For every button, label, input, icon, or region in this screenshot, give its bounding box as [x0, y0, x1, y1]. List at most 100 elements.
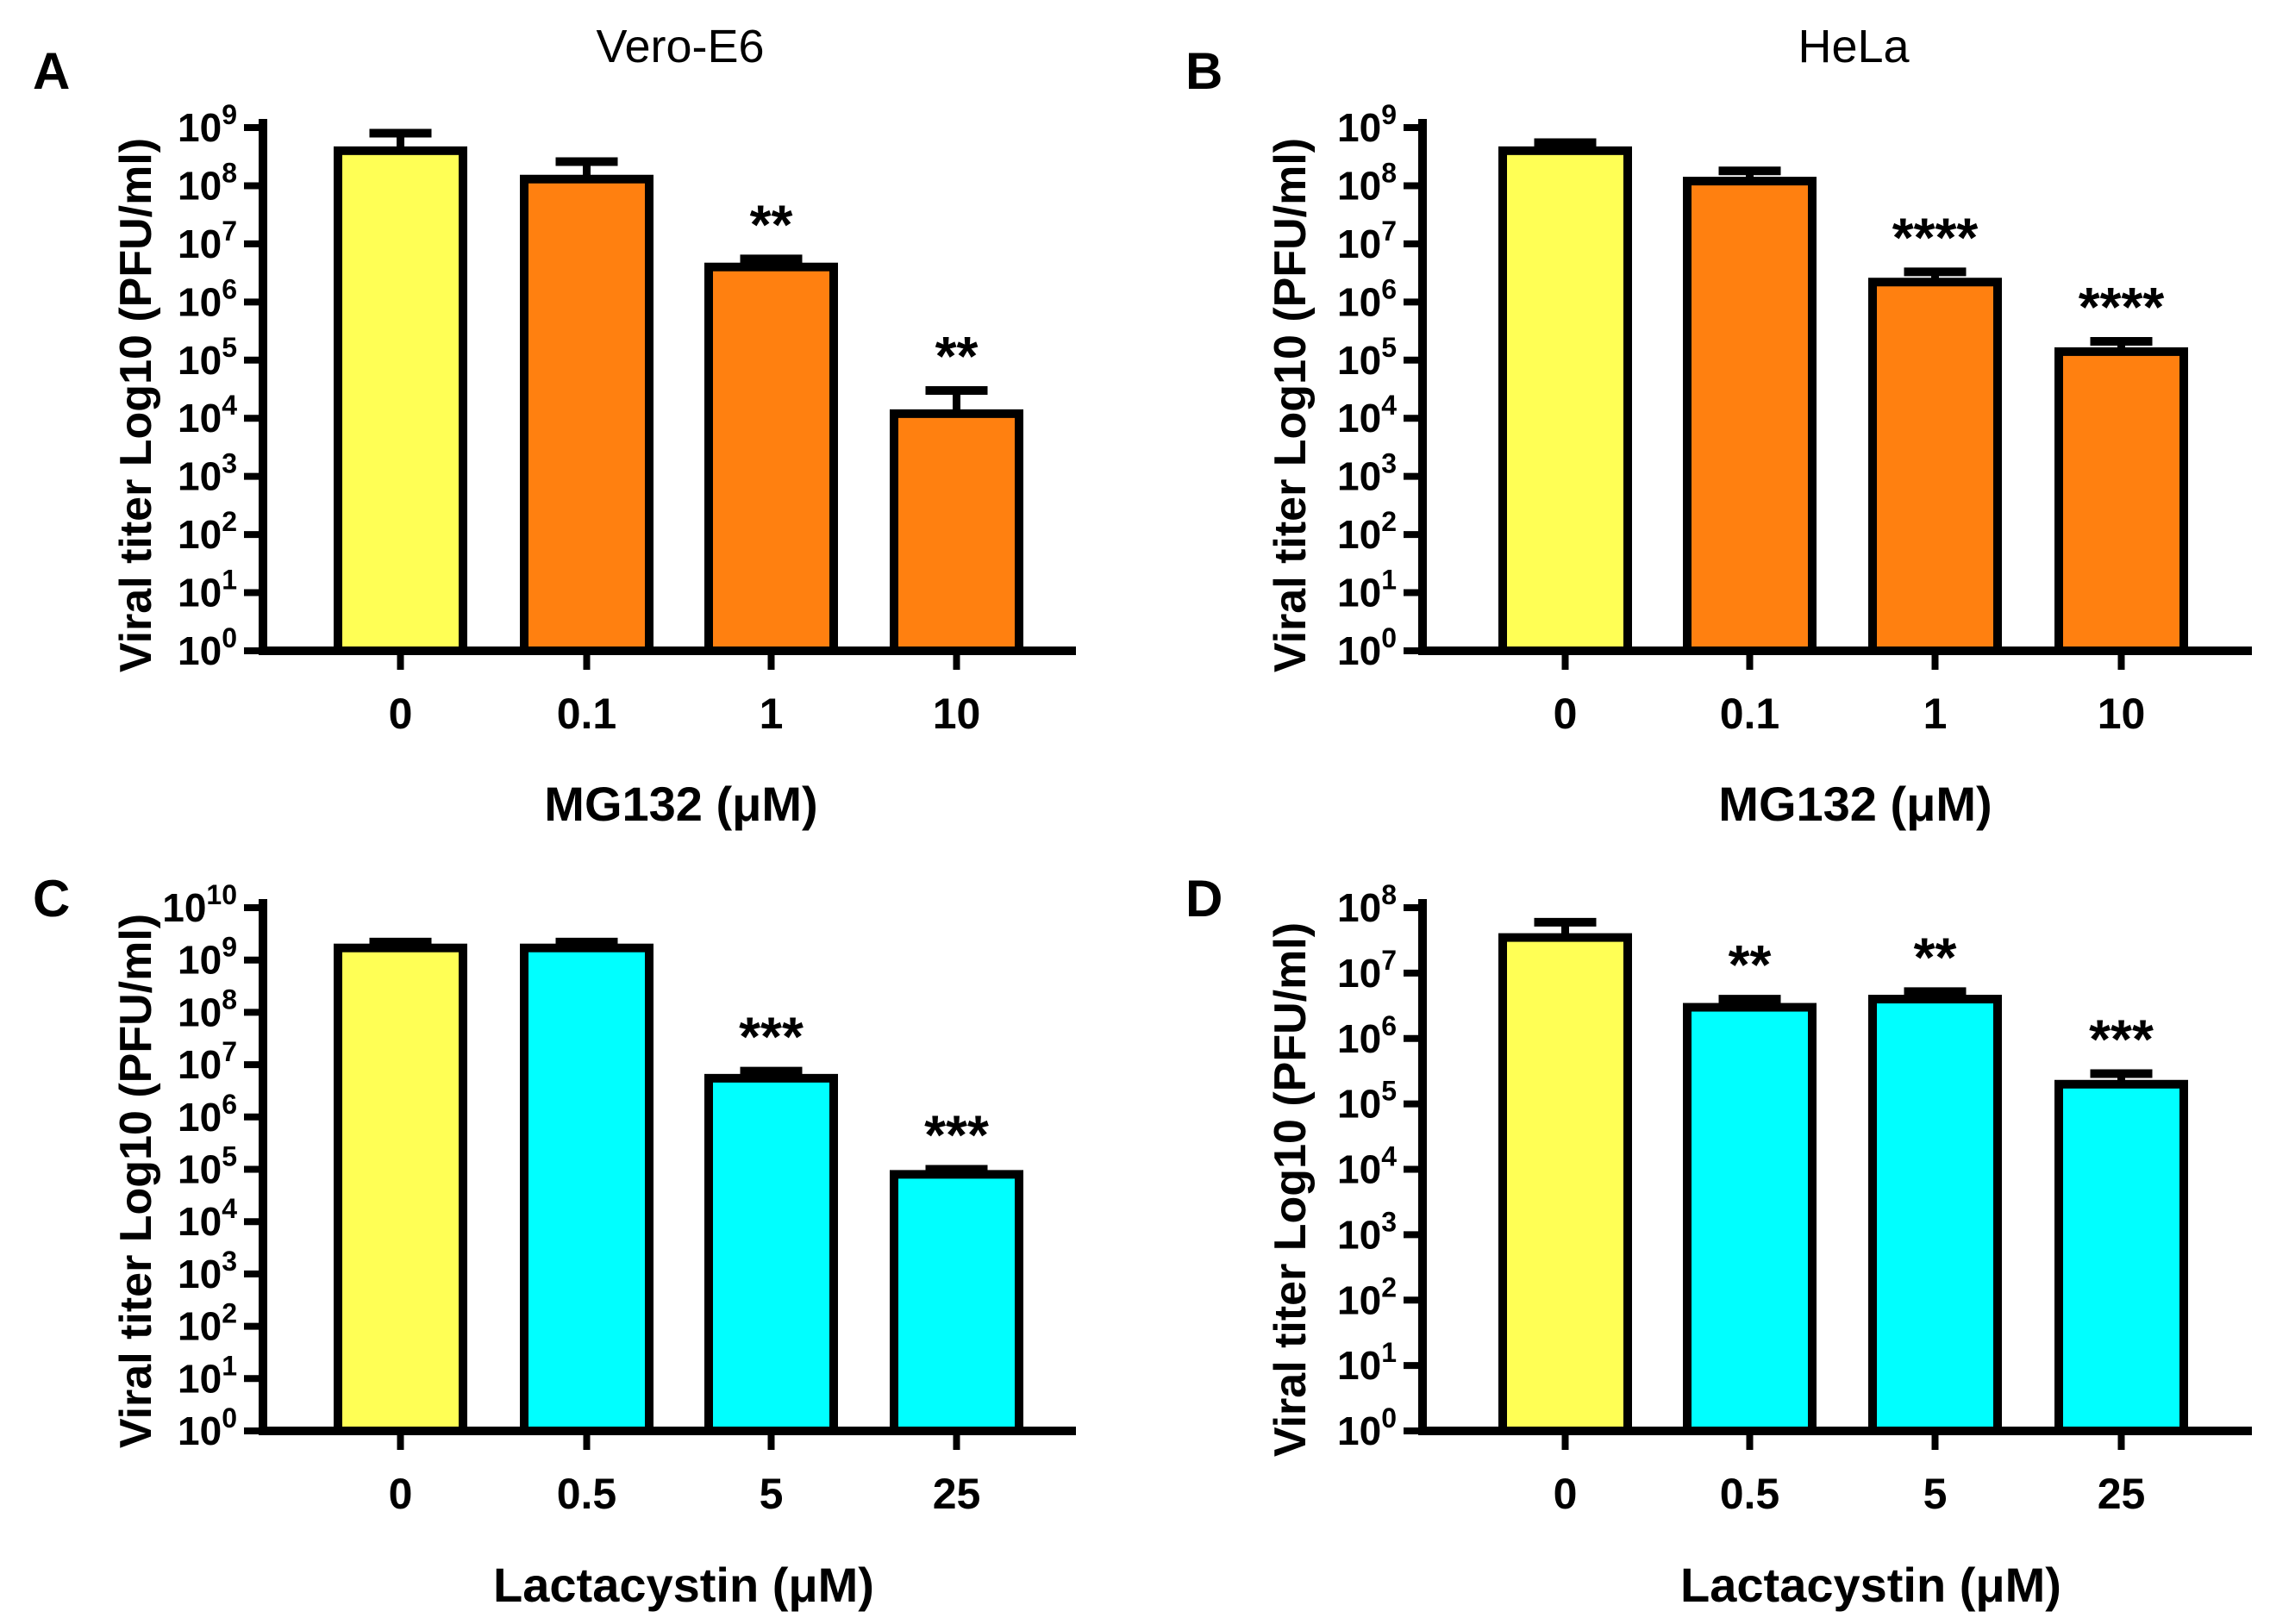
y-tick-label: 1010 — [162, 879, 237, 930]
significance-label: ** — [750, 193, 793, 255]
y-tick-label: 105 — [178, 1141, 237, 1192]
y-tick-label: 102 — [178, 506, 237, 557]
panel-b-x-axis-label: MG132 (μM) — [1718, 777, 1992, 831]
bar — [334, 146, 467, 655]
y-tick-label: 102 — [178, 1298, 237, 1349]
y-tick-label: 106 — [1337, 273, 1397, 324]
bar — [334, 943, 467, 1436]
x-tick-label: 0.1 — [557, 690, 617, 738]
bar — [890, 409, 1023, 655]
y-tick-label: 104 — [1337, 1141, 1397, 1192]
y-tick-label: 103 — [178, 448, 237, 499]
y-tick-label: 102 — [1337, 506, 1397, 557]
panel-b: B HeLa Viral titer Log10 (PFU/ml) MG132 … — [1185, 21, 2252, 831]
panel-c-x-axis-label: Lactacystin (μM) — [493, 1558, 874, 1612]
y-tick-label: 108 — [178, 157, 237, 208]
significance-label: ** — [935, 325, 979, 387]
y-tick-label: 106 — [178, 273, 237, 324]
y-tick-label: 109 — [178, 99, 237, 150]
x-tick-label: 5 — [760, 1470, 784, 1518]
panel-d-letter: D — [1185, 870, 1223, 928]
panel-c: C Viral titer Log10 (PFU/ml) Lactacystin… — [33, 870, 1076, 1612]
significance-label: *** — [924, 1104, 989, 1166]
bar — [1498, 146, 1632, 655]
panel-c-letter: C — [33, 870, 70, 928]
y-tick-label: 105 — [1337, 332, 1397, 383]
y-tick-label: 100 — [1337, 622, 1397, 673]
y-tick-label: 105 — [1337, 1076, 1397, 1127]
y-tick-label: 101 — [178, 565, 237, 615]
significance-label: *** — [2089, 1009, 2154, 1071]
y-tick-label: 107 — [178, 1036, 237, 1087]
y-tick-label: 108 — [1337, 879, 1397, 930]
x-tick-label: 1 — [760, 690, 784, 738]
panel-b-y-axis-label: Viral titer Log10 (PFU/ml) — [1266, 138, 1316, 672]
y-tick-label: 102 — [1337, 1271, 1397, 1322]
panel-a-title: Vero-E6 — [596, 21, 764, 72]
x-tick-label: 10 — [933, 690, 981, 738]
bar — [1683, 1003, 1817, 1436]
panel-c-y-axis-label: Viral titer Log10 (PFU/ml) — [111, 914, 161, 1448]
y-tick-label: 108 — [178, 984, 237, 1034]
panel-b-title: HeLa — [1798, 21, 1910, 72]
bar — [520, 174, 653, 656]
bar — [520, 943, 653, 1436]
significance-label: *** — [739, 1006, 804, 1068]
x-tick-label: 0 — [1554, 1470, 1578, 1518]
y-tick-label: 104 — [1337, 390, 1397, 440]
significance-label: **** — [2079, 276, 2165, 338]
y-tick-label: 108 — [1337, 157, 1397, 208]
bar — [1868, 278, 2002, 655]
x-tick-label: 25 — [2098, 1470, 2146, 1518]
y-tick-label: 103 — [1337, 448, 1397, 499]
panel-a-plot: ** ** 100 101 102 103 104 105 106 107 108 109 0 0.1 1 1… — [178, 99, 1076, 738]
x-tick-label: 0.5 — [557, 1470, 617, 1518]
y-tick-label: 100 — [178, 1402, 237, 1453]
x-tick-label: 0.5 — [1720, 1470, 1780, 1518]
bar — [1498, 933, 1632, 1436]
significance-label: ** — [1914, 926, 1957, 988]
bar — [2054, 347, 2188, 655]
panel-a-letter: A — [33, 42, 70, 100]
panel-a: A Vero-E6 Viral titer Log10 (PFU/ml) MG1… — [33, 21, 1076, 831]
y-tick-label: 100 — [178, 622, 237, 673]
bar — [2054, 1079, 2188, 1435]
x-tick-label: 0 — [389, 1470, 413, 1518]
x-tick-label: 10 — [2098, 690, 2146, 738]
y-tick-label: 103 — [178, 1246, 237, 1296]
bar — [1683, 177, 1817, 655]
significance-label: ** — [1729, 934, 1772, 996]
x-tick-label: 25 — [933, 1470, 981, 1518]
y-tick-label: 101 — [178, 1350, 237, 1401]
y-tick-label: 101 — [1337, 1337, 1397, 1388]
y-tick-label: 101 — [1337, 565, 1397, 615]
y-tick-label: 104 — [178, 1193, 237, 1244]
bar — [704, 262, 838, 655]
panel-d-x-axis-label: Lactacystin (μM) — [1680, 1558, 2061, 1612]
y-tick-label: 107 — [1337, 215, 1397, 266]
bar — [890, 1170, 1023, 1435]
y-tick-label: 109 — [1337, 99, 1397, 150]
y-tick-label: 100 — [1337, 1402, 1397, 1453]
y-tick-label: 106 — [1337, 1010, 1397, 1061]
y-tick-label: 103 — [1337, 1206, 1397, 1257]
panel-d: D Viral titer Log10 (PFU/ml) Lactacystin… — [1185, 870, 2252, 1612]
x-tick-label: 1 — [1923, 690, 1948, 738]
panel-c-plot: *** *** 1001011021031041051061071081091010… — [162, 879, 1076, 1518]
y-tick-label: 109 — [178, 932, 237, 983]
panel-b-letter: B — [1185, 42, 1223, 100]
y-tick-label: 104 — [178, 390, 237, 440]
y-tick-label: 107 — [1337, 945, 1397, 996]
panel-a-y-axis-label: Viral titer Log10 (PFU/ml) — [111, 138, 161, 672]
significance-label: **** — [1892, 206, 1979, 268]
y-tick-label: 106 — [178, 1089, 237, 1140]
y-tick-label: 107 — [178, 215, 237, 266]
x-tick-label: 0 — [1554, 690, 1578, 738]
y-tick-label: 105 — [178, 332, 237, 383]
x-tick-label: 5 — [1923, 1470, 1948, 1518]
bar — [1868, 995, 2002, 1436]
x-tick-label: 0 — [389, 690, 413, 738]
